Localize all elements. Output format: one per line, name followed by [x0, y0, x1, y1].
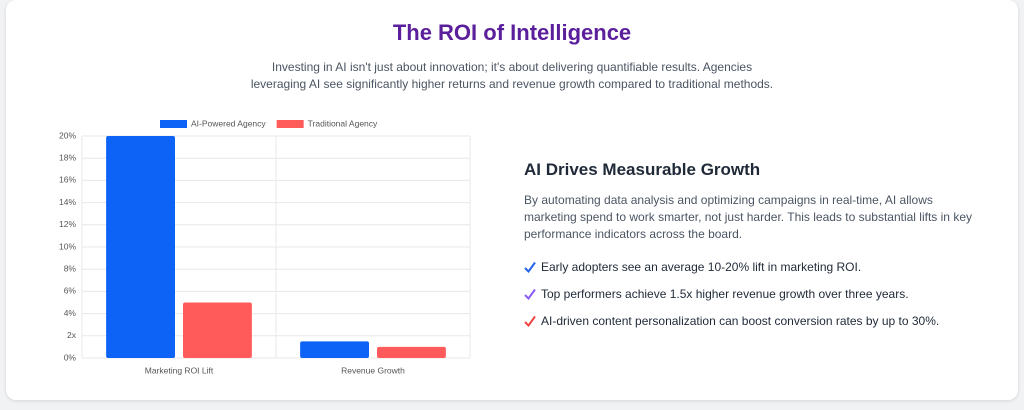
feature-text: AI-driven content personalization can bo… [541, 314, 940, 328]
y-tick-label: 20% [59, 130, 76, 140]
legend-swatch [276, 120, 304, 128]
bar [377, 346, 446, 358]
y-tick-label: 14% [59, 197, 76, 207]
check-icon [524, 288, 536, 300]
feature-item: Early adopters see an average 10-20% lif… [524, 260, 861, 274]
x-tick-label: Marketing ROI Lift [145, 365, 214, 375]
y-tick-label: 8% [64, 263, 77, 273]
bar [106, 136, 175, 358]
title: The ROI of Intelligence [392, 20, 632, 45]
feature-item: Top performers achieve 1.5x higher reven… [524, 287, 909, 301]
features-description: By automating data analysis and optimizi… [524, 193, 972, 241]
bar [183, 302, 252, 358]
y-tick-label: 10% [59, 241, 76, 251]
feature-text: Early adopters see an average 10-20% lif… [541, 260, 862, 274]
x-tick-label: Revenue Growth [341, 365, 405, 375]
legend-label: Traditional Agency [308, 118, 378, 128]
y-tick-label: 4% [64, 308, 77, 318]
check-icon [524, 315, 536, 327]
y-tick-label: 0% [64, 352, 77, 362]
y-tick-label: 2x [67, 330, 77, 340]
features-title: AI Drives Measurable Growth [524, 160, 761, 179]
legend-label: AI-Powered Agency [191, 118, 266, 128]
legend-swatch [160, 120, 187, 128]
y-tick-label: 6% [64, 286, 77, 296]
bar [300, 341, 369, 358]
check-icon [524, 261, 536, 273]
feature-item: AI-driven content personalization can bo… [524, 314, 939, 328]
feature-text: Top performers achieve 1.5x higher reven… [541, 287, 909, 301]
chart: 0% 2x 4% 6% 8% 10% 12% 14% 16% 18% 20% AI-Powered A… [59, 118, 471, 375]
y-tick-label: 16% [59, 175, 76, 185]
y-tick-label: 18% [59, 152, 76, 162]
subtitle: Investing in AI isn't just about innovat… [250, 60, 774, 91]
y-tick-label: 12% [59, 219, 76, 229]
